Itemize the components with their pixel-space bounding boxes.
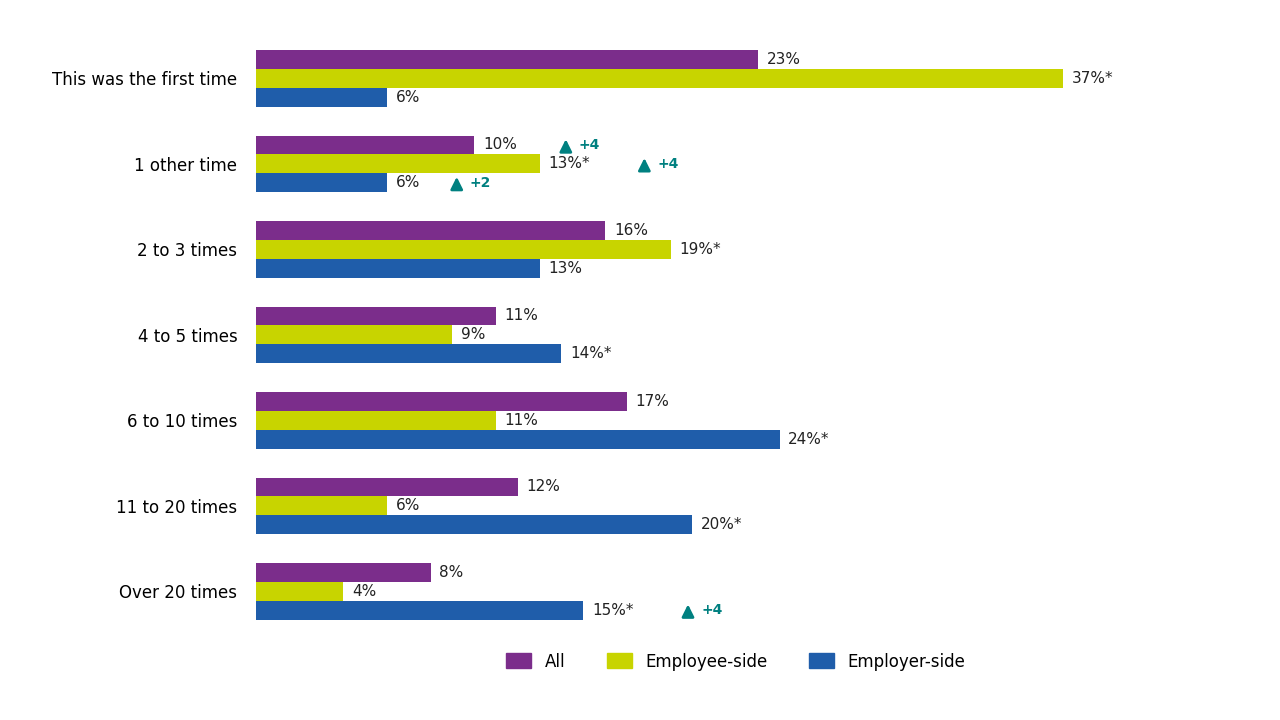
Bar — [256, 582, 343, 600]
Text: +4: +4 — [701, 603, 722, 617]
Bar — [256, 154, 540, 174]
Text: 12%: 12% — [526, 480, 561, 495]
Bar — [256, 135, 474, 154]
Text: 13%*: 13%* — [548, 156, 590, 171]
Bar — [256, 392, 627, 411]
Text: +2: +2 — [470, 176, 492, 189]
Bar — [256, 411, 497, 430]
Text: 17%: 17% — [636, 394, 669, 409]
Text: 20%*: 20%* — [701, 517, 742, 532]
Text: 16%: 16% — [614, 223, 648, 238]
Bar — [256, 240, 671, 258]
Text: 10%: 10% — [483, 138, 517, 153]
Bar — [256, 258, 540, 277]
Bar — [256, 325, 452, 344]
Bar — [256, 69, 1064, 88]
Text: 8%: 8% — [439, 565, 463, 580]
Bar — [256, 174, 387, 192]
Bar — [256, 344, 562, 363]
Text: 11%: 11% — [504, 308, 539, 323]
Text: 11%: 11% — [504, 413, 539, 428]
Text: 6%: 6% — [396, 175, 420, 190]
Text: 9%: 9% — [461, 328, 485, 342]
Text: 14%*: 14%* — [570, 346, 612, 361]
Text: +4: +4 — [658, 157, 678, 171]
Text: 24%*: 24%* — [788, 431, 829, 446]
Bar — [256, 477, 518, 496]
Text: 37%*: 37%* — [1073, 71, 1114, 86]
Text: 15%*: 15%* — [591, 603, 634, 618]
Text: 6%: 6% — [396, 89, 420, 104]
Bar — [256, 496, 387, 516]
Text: 4%: 4% — [352, 584, 376, 599]
Text: 23%: 23% — [767, 52, 800, 67]
Bar — [256, 221, 605, 240]
Bar — [256, 88, 387, 107]
Text: +4: +4 — [579, 138, 600, 152]
Bar — [256, 563, 430, 582]
Bar — [256, 307, 497, 325]
Bar — [256, 516, 692, 534]
Text: 6%: 6% — [396, 498, 420, 513]
Bar — [256, 430, 780, 449]
Text: 19%*: 19%* — [680, 242, 721, 257]
Legend: All, Employee-side, Employer-side: All, Employee-side, Employer-side — [499, 646, 973, 678]
Bar — [256, 50, 758, 69]
Text: 13%: 13% — [548, 261, 582, 276]
Bar — [256, 600, 584, 619]
